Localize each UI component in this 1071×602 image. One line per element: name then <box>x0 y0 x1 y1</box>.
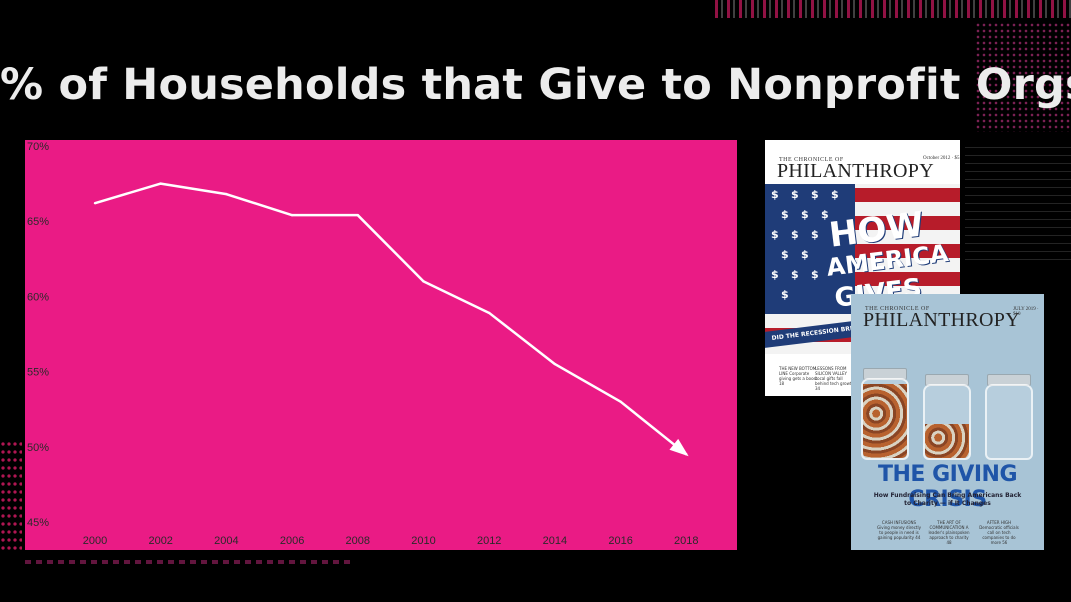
cover1-blurb-2: LESSONS FROM SILICON VALLEY Local gifts … <box>815 366 854 391</box>
data-point-2016 <box>619 400 622 403</box>
magazine-cover-giving-crisis: THE CHRONICLE OF PHILANTHROPY JULY 2019 … <box>851 294 1044 550</box>
end-arrow-marker <box>669 438 689 457</box>
x-tick-label: 2006 <box>280 535 304 547</box>
jar-empty-icon <box>985 384 1033 460</box>
cover1-canton: $ $ $ $ $ $ $ $ $ $ $ $ $ $ $ $ <box>765 184 855 314</box>
glitch-decoration-left <box>0 440 22 550</box>
y-tick-label: 60% <box>27 291 49 303</box>
x-tick-label: 2014 <box>543 535 567 547</box>
data-point-2014 <box>553 362 557 366</box>
y-tick-label: 65% <box>27 216 49 228</box>
jar-full-icon <box>861 378 909 460</box>
cover1-blurb-1: THE NEW BOTTOM LINE Corporate giving get… <box>779 366 818 386</box>
cover2-subhead-1: How Fundraising Can Bring Americans Back <box>873 492 1022 499</box>
data-point-2002 <box>159 182 162 185</box>
cover2-blurb-2: THE ART OF COMMUNICATION A leader's plai… <box>928 520 970 545</box>
x-tick-label: 2002 <box>148 535 172 547</box>
data-point-2000 <box>93 201 97 205</box>
cover2-blurb-3: AFTER HIGH Democratic officials call on … <box>979 520 1019 545</box>
cover2-blurb-1: CASH INFUSIONS Giving money directly to … <box>877 520 921 540</box>
cover1-masthead-small: THE CHRONICLE OF <box>779 157 844 163</box>
x-tick-label: 2010 <box>411 535 435 547</box>
jar-half-icon <box>923 384 971 460</box>
data-point-2006 <box>290 213 294 217</box>
x-tick-label: 2008 <box>346 535 370 547</box>
y-tick-label: 45% <box>27 517 49 529</box>
cover2-headline: THE GIVING CRISIS <box>877 462 1018 512</box>
y-tick-label: 70% <box>27 141 49 153</box>
data-point-2004 <box>225 192 228 196</box>
households-giving-chart: 70% 65% 60% 55% 50% 45% 2000 2002 2004 2006 2008 2… <box>25 140 737 550</box>
x-tick-label: 2016 <box>608 535 632 547</box>
slide-title: % of Households that Give to Nonprofit O… <box>0 60 1071 110</box>
glitch-decoration-right-lower <box>965 140 1071 260</box>
data-point-2010 <box>422 280 425 283</box>
cover2-masthead: PHILANTHROPY <box>863 309 1020 331</box>
glitch-decoration-top <box>715 0 1071 18</box>
cover1-flag-art: $$$$ $$$ $$$ $$ $$$ $ HOW AMERICA GIVES <box>765 184 960 354</box>
x-tick-label: 2004 <box>214 535 238 547</box>
cover2-masthead-small: THE CHRONICLE OF <box>865 306 930 312</box>
x-tick-label: 2012 <box>477 535 501 547</box>
cover2-issue: JULY 2019 · $10 <box>1013 307 1039 317</box>
line-chart-svg: 70% 65% 60% 55% 50% 45% 2000 2002 2004 2006 2008 2… <box>27 141 699 547</box>
cover1-issue: October 2012 · $5 <box>923 156 960 161</box>
data-point-2012 <box>488 311 491 315</box>
y-tick-label: 50% <box>27 442 49 454</box>
x-tick-label: 2018 <box>674 535 698 547</box>
series-line <box>94 182 688 456</box>
data-point-2008 <box>356 213 359 217</box>
glitch-decoration-bottom <box>25 560 355 564</box>
glitch-decoration-right <box>975 22 1071 132</box>
cover2-subhead-2: to Charity — if It Changes <box>904 500 991 507</box>
data-point-2018 <box>685 453 688 456</box>
y-tick-label: 55% <box>27 367 49 379</box>
x-tick-label: 2000 <box>83 535 107 547</box>
cover1-masthead: PHILANTHROPY <box>777 160 934 182</box>
